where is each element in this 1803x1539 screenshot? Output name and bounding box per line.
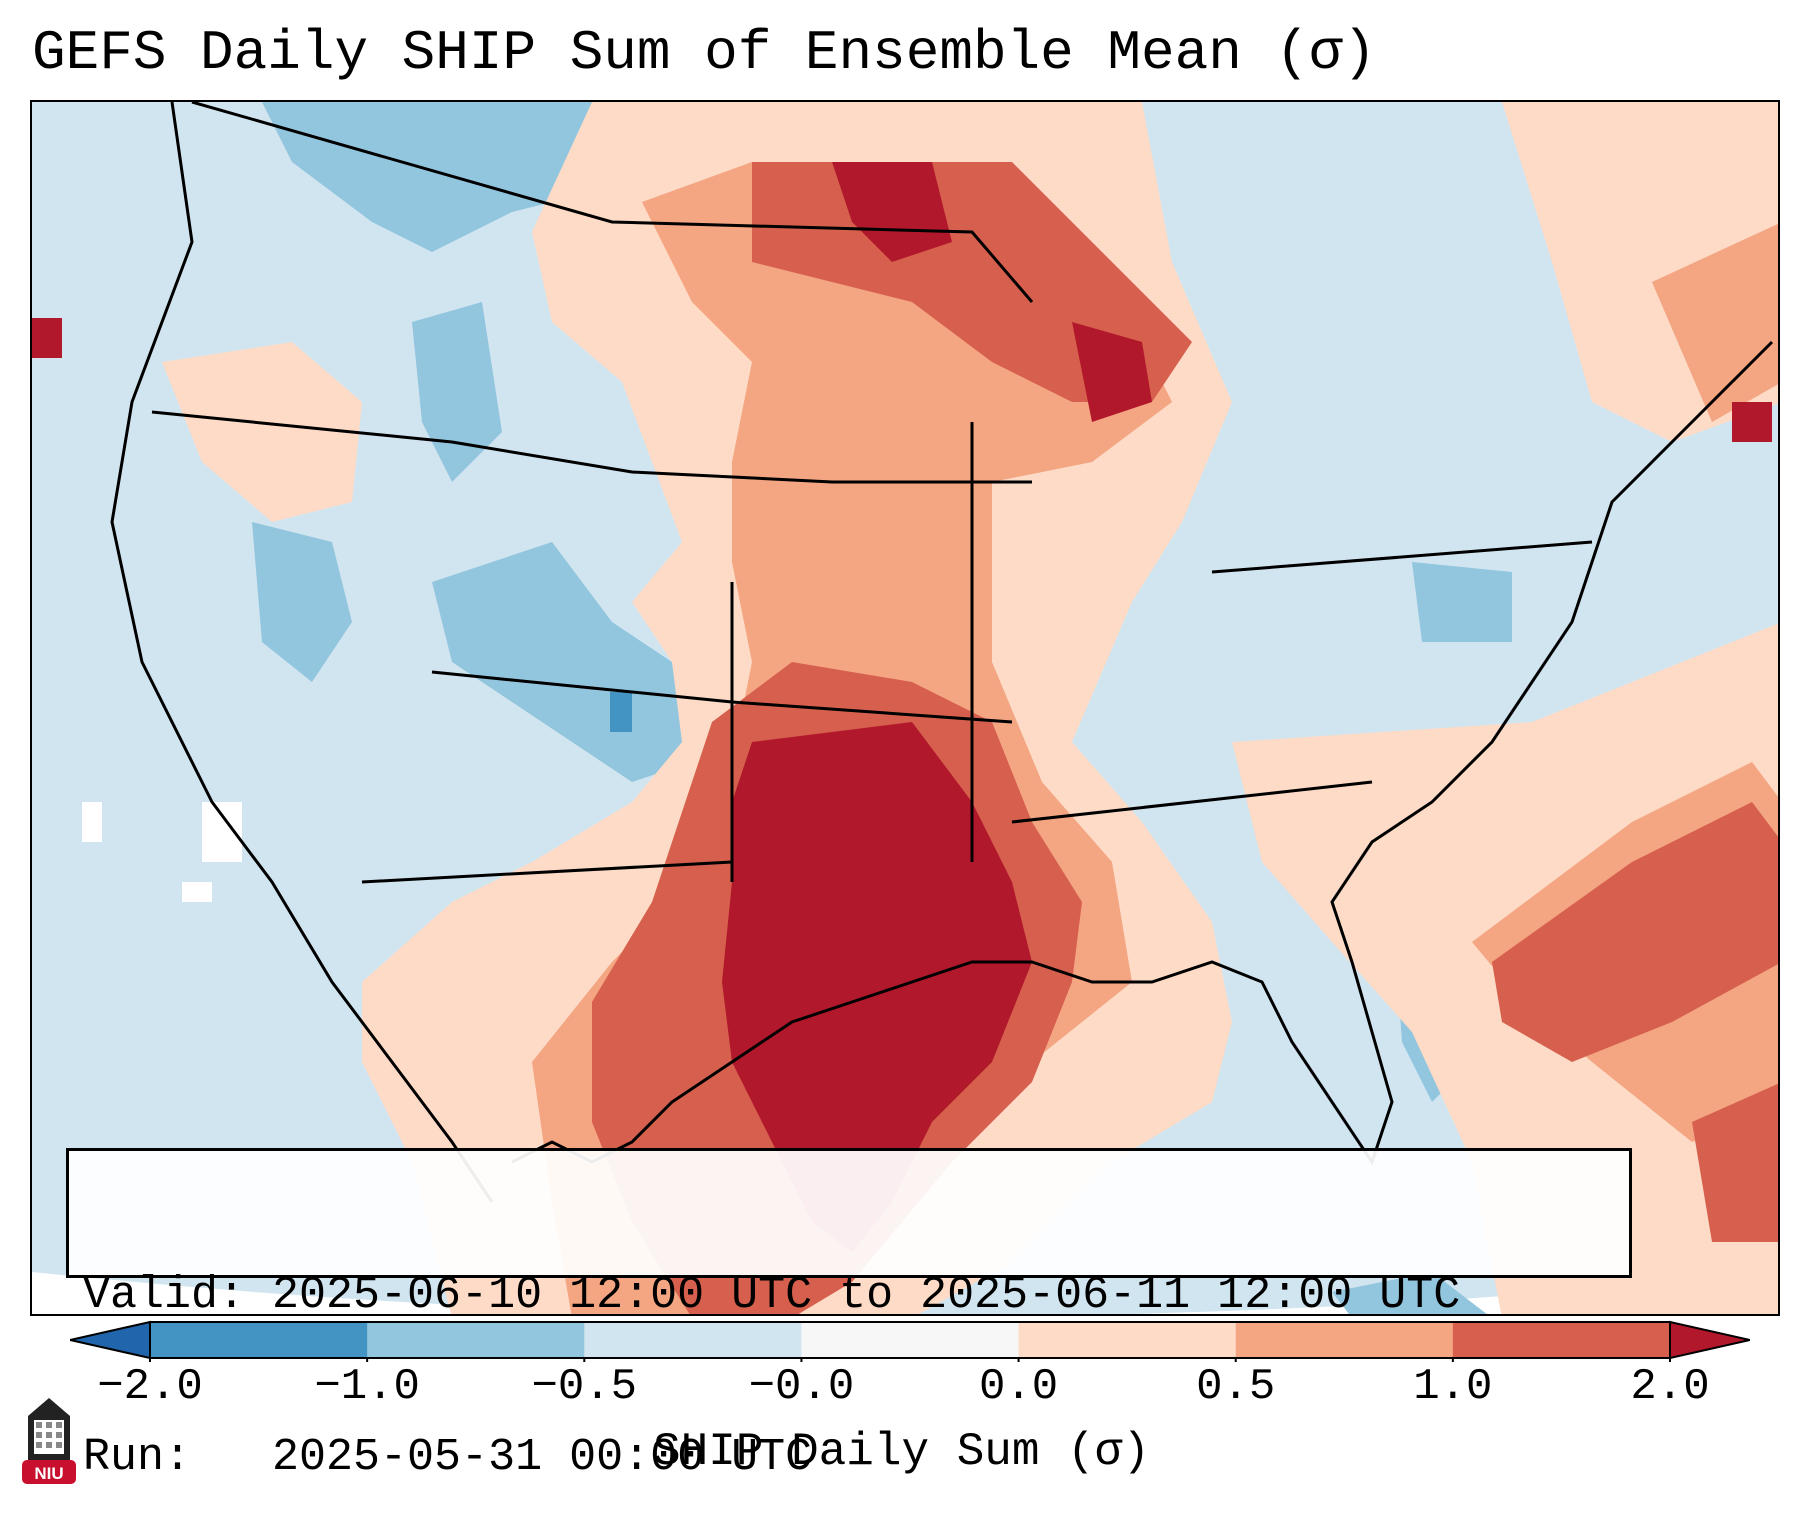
pos-spot-new-brunswick <box>1732 402 1772 442</box>
niu-badge <box>22 1460 76 1484</box>
valid-time-text: Valid: 2025-06-10 12:00 UTC to 2025-06-1… <box>83 1270 1461 1321</box>
colorbar-outline <box>149 1321 1671 1359</box>
colorbar-segment <box>150 1322 368 1358</box>
map-panel <box>30 100 1780 1316</box>
anomaly-map <box>32 102 1778 1314</box>
niu-tower-icon <box>28 1398 70 1460</box>
colorbar-tick-label: −1.0 <box>314 1362 420 1412</box>
border-line-east <box>1211 540 1593 574</box>
pos-area-oregon <box>162 342 362 522</box>
colorbar-segment <box>1452 1322 1671 1358</box>
pos-spot-pacific <box>32 318 62 358</box>
run-time-text: Run: 2025-05-31 00:00 UTC <box>83 1432 813 1483</box>
border-line-southeast <box>1011 780 1373 824</box>
colorbar-segment <box>1235 1322 1454 1358</box>
colorbar-tick-label: −0.0 <box>748 1362 855 1412</box>
pos-area-upper-michigan <box>1072 322 1152 422</box>
colorbar-ticks <box>149 1358 1671 1362</box>
colorbar-tick-label: 2.0 <box>1630 1362 1710 1412</box>
colorbar-segment <box>801 1322 1020 1358</box>
neg-spot-colorado <box>610 692 632 732</box>
west-coast <box>110 102 494 1203</box>
colorbar-right-arrow <box>1669 1320 1750 1360</box>
colorbar-segment <box>1018 1322 1237 1358</box>
very-strong-positive-anomaly-areas <box>32 162 1772 1252</box>
colorbar-segment <box>584 1322 802 1358</box>
border-line-south <box>361 860 733 884</box>
pos-area-gulf-stream <box>1492 802 1778 1062</box>
colorbar-tick-label: −2.0 <box>97 1362 203 1412</box>
neg-area-idaho <box>412 302 502 482</box>
colorbar-tick-label: 0.5 <box>1196 1362 1276 1412</box>
niu-logo: NIU <box>22 1398 76 1484</box>
colorbar-tick-label: −0.5 <box>531 1362 638 1412</box>
coastline-and-borders <box>110 102 1774 1203</box>
border-line-north <box>151 410 1032 484</box>
colorbar <box>70 1320 1750 1362</box>
colorbar-tick-label: 0.0 <box>978 1362 1059 1412</box>
canada-border <box>191 102 1034 303</box>
neg-area-caribbean <box>1332 1272 1487 1314</box>
neg-area-nevada <box>252 522 352 682</box>
colorbar-left-arrow <box>70 1320 151 1360</box>
gulf-and-east-coast <box>511 340 1774 1166</box>
neg-area-pennsylvania <box>1412 562 1512 642</box>
colorbar-segment <box>367 1322 585 1358</box>
colorbar-segments <box>150 1322 1671 1358</box>
pos-area-manitoba <box>832 162 952 262</box>
chart-title: GEFS Daily SHIP Sum of Ensemble Mean (σ) <box>32 21 1377 85</box>
colorbar-label: SHIP Daily Sum (σ) <box>653 1426 1150 1478</box>
valid-run-box: Valid: 2025-06-10 12:00 UTC to 2025-06-1… <box>66 1148 1632 1483</box>
near-zero-specks <box>82 802 242 902</box>
pos-area-texas-oklahoma <box>722 722 1032 1252</box>
niu-logo-text: NIU <box>34 1464 63 1483</box>
neg-area-northwest <box>262 102 592 252</box>
colorbar-tick-label: 1.0 <box>1413 1362 1493 1412</box>
pos-area-bahamas <box>1692 1083 1778 1242</box>
pos-area-maine <box>1652 223 1778 422</box>
